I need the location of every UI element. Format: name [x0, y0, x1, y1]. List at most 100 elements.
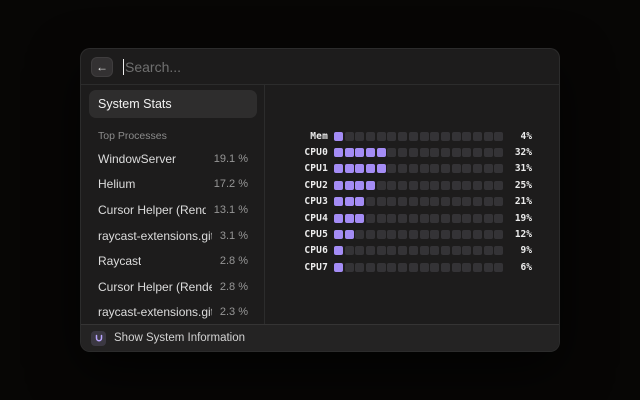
- results-list: System Stats Top Processes WindowServer 1…: [81, 85, 265, 324]
- meter-block-empty: [398, 180, 408, 190]
- meter-block-empty: [419, 262, 429, 272]
- meter-block-filled: [334, 148, 343, 158]
- meter-block-empty: [387, 131, 397, 141]
- meter-block-empty: [408, 180, 418, 190]
- meter-block-empty: [387, 230, 397, 240]
- meter-block-filled: [376, 164, 386, 174]
- process-list-item[interactable]: Helium 17.2 %: [89, 172, 257, 198]
- meter-block-empty: [483, 246, 493, 256]
- meter-block-filled: [334, 262, 343, 272]
- meter-block-empty: [419, 197, 429, 207]
- process-list-item[interactable]: Cursor Helper (Renderer) 2.8 %: [89, 274, 257, 300]
- process-name: Raycast: [98, 254, 142, 269]
- action-bar: Show System Information: [81, 324, 559, 351]
- meter-blocks: [334, 197, 504, 207]
- meter-block-empty: [398, 213, 408, 223]
- meter-row-cpu1: CPU1 31%: [265, 161, 532, 177]
- meter-block-empty: [451, 148, 461, 158]
- meter-block-empty: [472, 148, 482, 158]
- meter-row-cpu2: CPU2 25%: [265, 177, 532, 193]
- meter-block-empty: [344, 262, 354, 272]
- meter-block-empty: [494, 246, 504, 256]
- system-stats-panel: Mem 4% CPU0 32% CPU1 31% CPU2 25% CPU3 21% CPU4 19%…: [265, 85, 559, 324]
- meter-block-empty: [376, 213, 386, 223]
- meter-block-empty: [430, 131, 440, 141]
- meter-block-empty: [472, 180, 482, 190]
- search-bar: ← Search...: [81, 49, 559, 85]
- meter-block-empty: [462, 131, 472, 141]
- meter-label: CPU1: [304, 163, 328, 175]
- meter-block-empty: [366, 262, 376, 272]
- meter-block-empty: [387, 148, 397, 158]
- meter-block-filled: [344, 230, 354, 240]
- meter-blocks: [334, 246, 504, 256]
- process-list-item[interactable]: raycast-extensions.git 2.3 %: [89, 300, 257, 324]
- back-button[interactable]: ←: [91, 56, 113, 77]
- meter-block-filled: [334, 131, 343, 141]
- meter-block-empty: [451, 164, 461, 174]
- meter-block-empty: [494, 197, 504, 207]
- process-name: Helium: [98, 177, 136, 192]
- meter-block-empty: [419, 131, 429, 141]
- process-name: WindowServer: [98, 151, 177, 166]
- meter-block-empty: [451, 230, 461, 240]
- process-list-item[interactable]: Raycast 2.8 %: [89, 248, 257, 274]
- meter-block-empty: [430, 213, 440, 223]
- meter-block-empty: [462, 230, 472, 240]
- meter-block-filled: [344, 213, 354, 223]
- meter-block-filled: [355, 164, 365, 174]
- meter-block-filled: [355, 180, 365, 190]
- meter-block-empty: [398, 246, 408, 256]
- meter-block-empty: [398, 148, 408, 158]
- meter-block-empty: [451, 180, 461, 190]
- process-list-item[interactable]: Cursor Helper (Renderer) 13.1 %: [89, 197, 257, 223]
- text-caret: [123, 58, 124, 75]
- meter-block-empty: [408, 164, 418, 174]
- meter-label: CPU5: [304, 229, 328, 241]
- meter-label: Mem: [310, 130, 328, 142]
- meter-row-cpu5: CPU5 12%: [265, 226, 532, 242]
- process-list-item[interactable]: raycast-extensions.git 3.1 %: [89, 223, 257, 249]
- meter-block-empty: [440, 148, 450, 158]
- raycast-icon: [91, 330, 106, 346]
- meter-block-empty: [408, 246, 418, 256]
- process-cpu-percent: 2.8 %: [219, 255, 248, 268]
- list-item-system-stats[interactable]: System Stats: [89, 90, 257, 118]
- meter-block-empty: [387, 197, 397, 207]
- process-cpu-percent: 3.1 %: [219, 229, 248, 242]
- meter-block-empty: [387, 213, 397, 223]
- meter-block-empty: [472, 164, 482, 174]
- meter-block-empty: [451, 131, 461, 141]
- meter-block-empty: [462, 262, 472, 272]
- meter-block-empty: [430, 164, 440, 174]
- meter-block-empty: [472, 230, 482, 240]
- meter-label: CPU0: [304, 147, 328, 159]
- meter-block-empty: [462, 180, 472, 190]
- meter-block-empty: [440, 164, 450, 174]
- meter-row-cpu0: CPU0 32%: [265, 144, 532, 160]
- meter-block-filled: [344, 148, 354, 158]
- meter-block-filled: [334, 213, 343, 223]
- meter-blocks: [334, 213, 504, 223]
- meter-block-empty: [387, 246, 397, 256]
- meter-block-empty: [440, 131, 450, 141]
- process-cpu-percent: 2.8 %: [219, 280, 248, 293]
- meter-block-empty: [355, 230, 365, 240]
- meter-block-empty: [462, 197, 472, 207]
- meter-block-empty: [472, 131, 482, 141]
- meter-block-empty: [430, 230, 440, 240]
- meter-block-empty: [451, 197, 461, 207]
- primary-action-label[interactable]: Show System Information: [114, 332, 246, 344]
- meter-block-empty: [483, 213, 493, 223]
- process-rows: WindowServer 19.1 % Helium 17.2 % Cursor Hel…: [89, 146, 257, 324]
- search-input[interactable]: Search...: [123, 58, 549, 75]
- meter-block-empty: [408, 148, 418, 158]
- meter-block-empty: [440, 197, 450, 207]
- meter-block-filled: [344, 164, 354, 174]
- meter-block-filled: [344, 197, 354, 207]
- meter-block-empty: [419, 148, 429, 158]
- meter-block-empty: [419, 164, 429, 174]
- meter-percent: 31%: [514, 163, 532, 175]
- process-list-item[interactable]: WindowServer 19.1 %: [89, 146, 257, 172]
